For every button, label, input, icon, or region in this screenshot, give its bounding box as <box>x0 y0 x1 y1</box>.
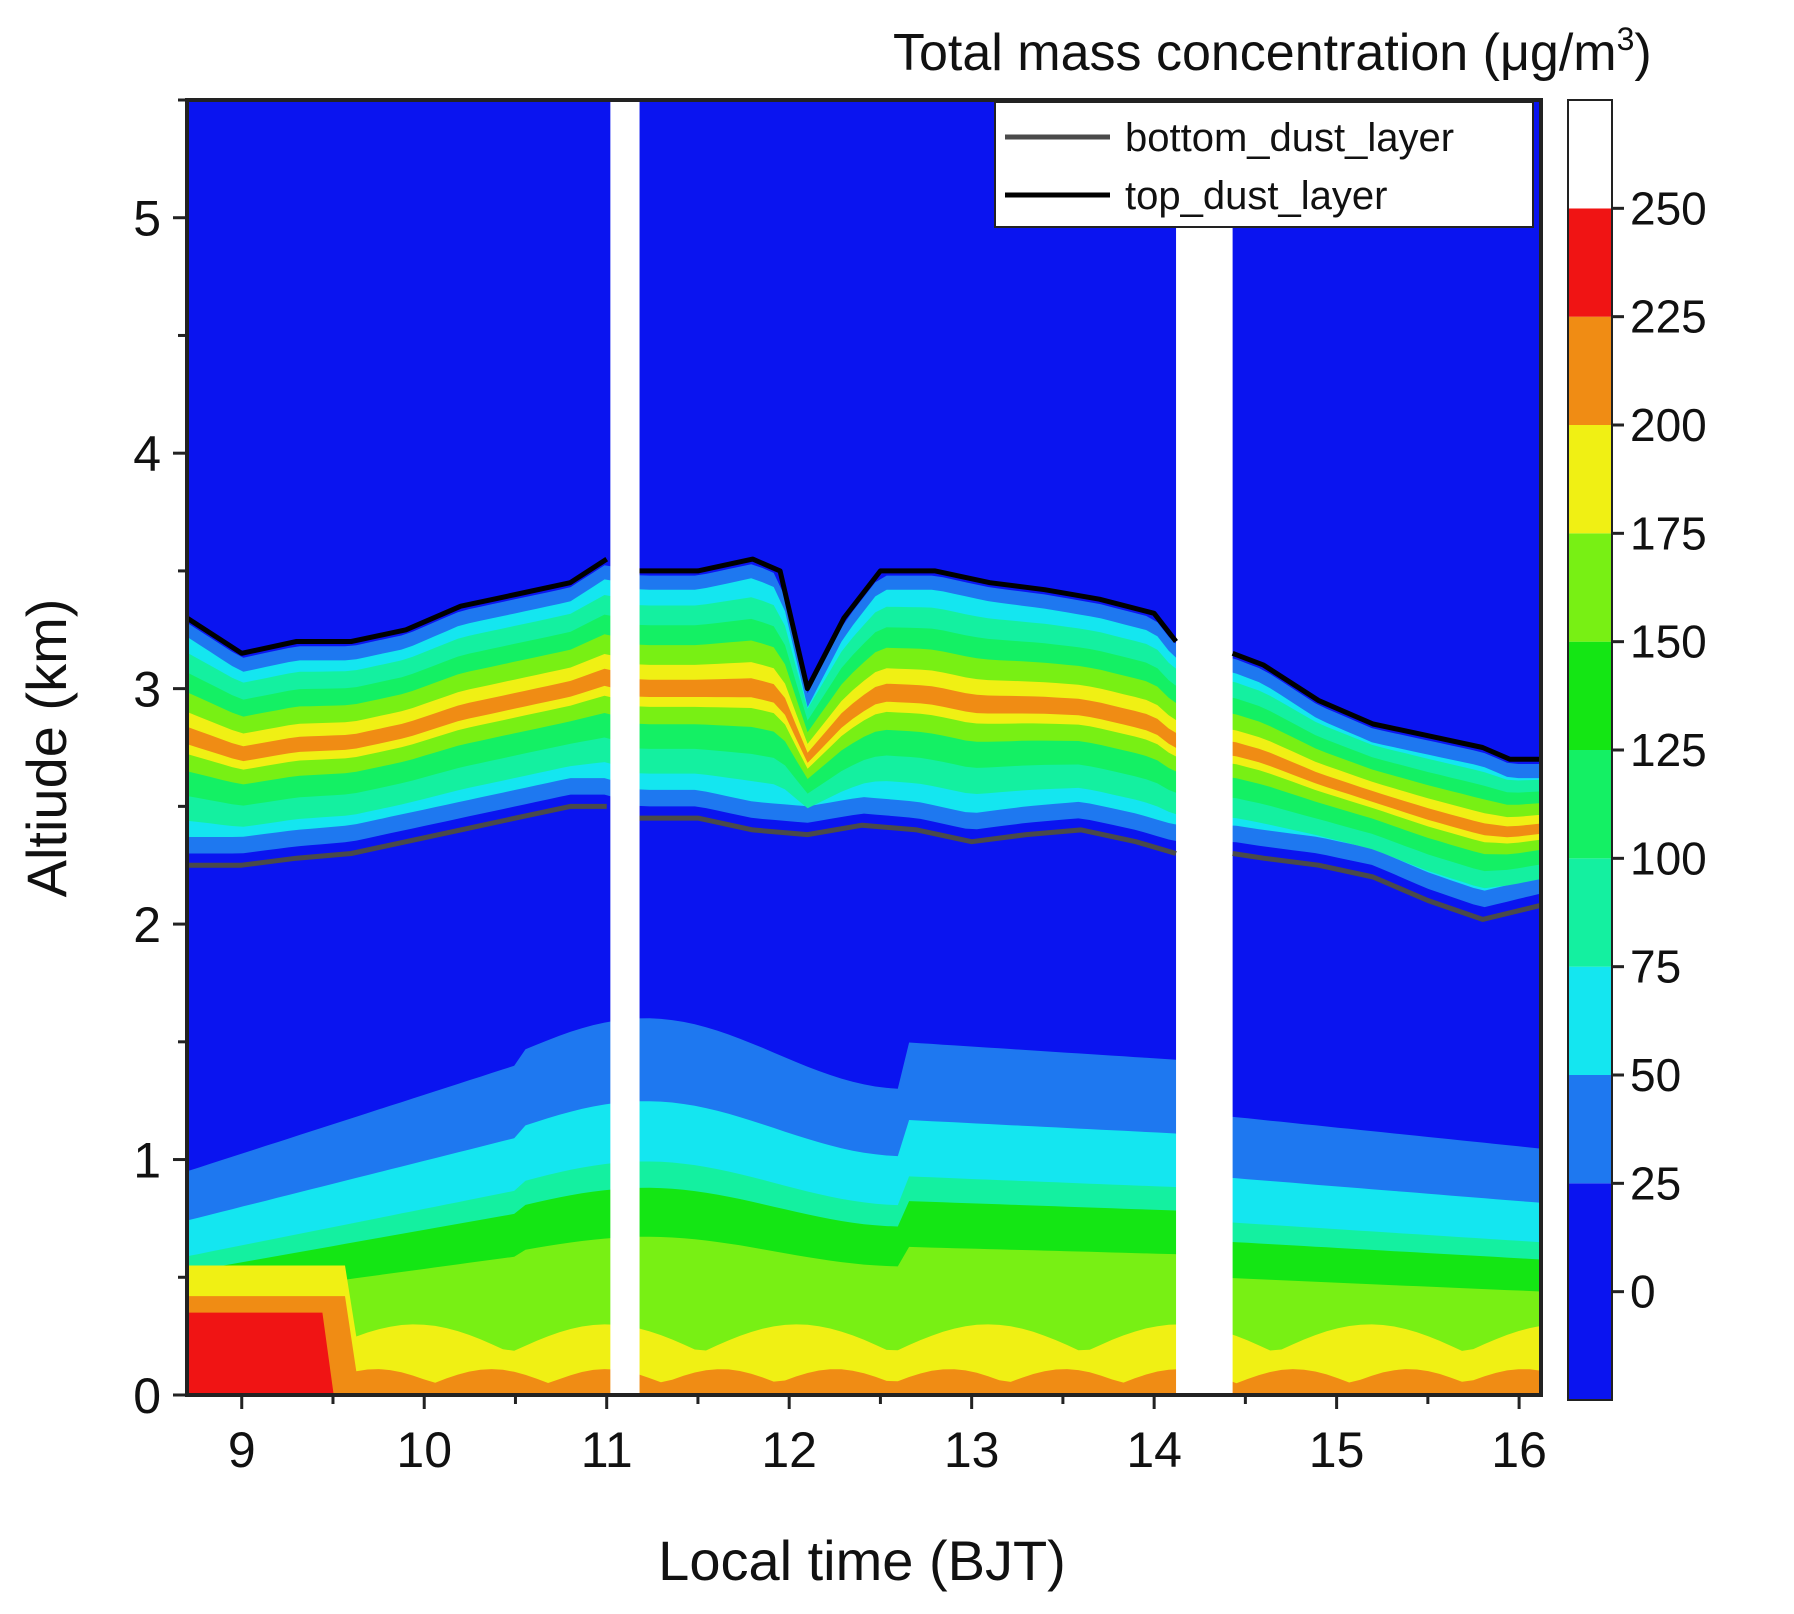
x-tick-label-16: 16 <box>1491 1422 1547 1478</box>
colorbar-segment-top <box>1568 100 1612 209</box>
colorbar-segment-7 <box>1568 425 1612 534</box>
plot-area <box>187 100 1541 1395</box>
x-axis-title: Local time (BJT) <box>658 1529 1066 1592</box>
colorbar-segment-0 <box>1568 1183 1612 1400</box>
colorbar-segment-2 <box>1568 966 1612 1075</box>
x-tick-label-10: 10 <box>396 1422 452 1478</box>
no-data-gap-1 <box>1176 100 1233 1395</box>
legend-box <box>994 101 1534 228</box>
colorbar-segment-4 <box>1568 750 1612 859</box>
colorbar-segment-9 <box>1568 208 1612 317</box>
colorbar-segment-3 <box>1568 858 1612 967</box>
colorbar-segment-1 <box>1568 1075 1612 1184</box>
colorbar-label-50: 50 <box>1630 1049 1681 1101</box>
y-tick-label-5: 5 <box>133 191 161 247</box>
boundary-layer-band-225 <box>187 1312 1541 1395</box>
colorbar-title-close: ) <box>1634 24 1651 82</box>
legend-label-bottom-dust-layer: bottom_dust_layer <box>1125 116 1454 160</box>
x-axis: 9 10 11 12 13 14 15 16 <box>228 1395 1547 1478</box>
y-axis-title: Altiude (km) <box>15 599 78 898</box>
colorbar-segment-6 <box>1568 533 1612 642</box>
colorbar-label-75: 75 <box>1630 941 1681 993</box>
bottom-dust-layer-line-segment-0 <box>187 803 607 868</box>
colorbar-label-0: 0 <box>1630 1266 1656 1318</box>
x-tick-label-12: 12 <box>761 1422 817 1478</box>
colorbar-title-superscript: 3 <box>1617 21 1635 57</box>
bottom-dust-layer-line-segment-2 <box>1232 851 1541 922</box>
legend-label-top-dust-layer: top_dust_layer <box>1125 174 1387 218</box>
no-data-gap-0 <box>610 100 640 1395</box>
colorbar-title-main: Total mass concentration (μg/m <box>893 24 1617 82</box>
x-tick-label-13: 13 <box>944 1422 1000 1478</box>
bottom-dust-layer-line-segment-1 <box>639 815 1177 856</box>
plot-frame <box>185 98 1543 1397</box>
colorbar-label-225: 225 <box>1630 291 1707 343</box>
colorbar-label-150: 150 <box>1630 616 1707 668</box>
colorbar-segment-5 <box>1568 641 1612 750</box>
top-dust-layer-line-segment-1 <box>639 556 1178 692</box>
y-tick-label-2: 2 <box>133 897 161 953</box>
y-tick-label-4: 4 <box>133 426 161 482</box>
y-tick-label-0: 0 <box>133 1368 161 1424</box>
no-data-gaps <box>610 100 1233 1395</box>
colorbar-segment-8 <box>1568 316 1612 425</box>
legend: bottom_dust_layer top_dust_layer <box>994 101 1534 228</box>
x-tick-label-9: 9 <box>228 1422 256 1478</box>
colorbar-title: Total mass concentration (μg/m3) <box>893 21 1652 82</box>
colorbar-label-175: 175 <box>1630 507 1707 559</box>
top-dust-layer-line-segment-0 <box>187 557 609 656</box>
colorbar-label-25: 25 <box>1630 1157 1681 1209</box>
colorbar-label-250: 250 <box>1630 182 1707 234</box>
concentration-field <box>187 564 1541 1395</box>
colorbar-label-100: 100 <box>1630 832 1707 884</box>
x-tick-label-15: 15 <box>1309 1422 1365 1478</box>
dust-layer-band-200 <box>187 668 1541 838</box>
colorbar-label-200: 200 <box>1630 399 1707 451</box>
top-dust-layer-line-segment-2 <box>1231 650 1541 762</box>
dust-layer-lines <box>187 556 1541 922</box>
colorbar: 0 25 50 75 100 125 150 175 200 225 250 <box>1567 99 1707 1401</box>
x-tick-label-11: 11 <box>581 1422 633 1478</box>
y-tick-label-3: 3 <box>133 662 161 718</box>
colorbar-label-125: 125 <box>1630 724 1707 776</box>
y-axis: 0 1 2 3 4 5 <box>133 98 187 1424</box>
y-tick-label-1: 1 <box>133 1133 161 1189</box>
x-tick-label-14: 14 <box>1126 1422 1182 1478</box>
